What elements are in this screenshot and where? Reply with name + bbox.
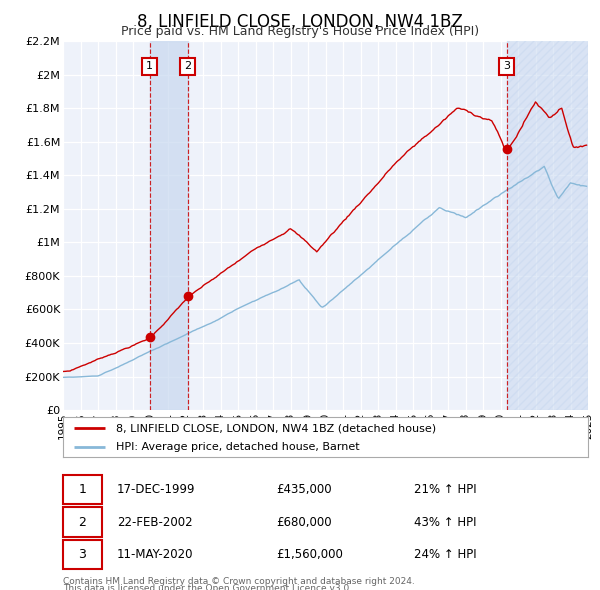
Text: 3: 3 xyxy=(79,548,86,561)
Text: 1: 1 xyxy=(146,61,154,71)
Text: 1: 1 xyxy=(79,483,86,496)
Text: This data is licensed under the Open Government Licence v3.0.: This data is licensed under the Open Gov… xyxy=(63,584,352,590)
Text: 2: 2 xyxy=(79,516,86,529)
Text: 8, LINFIELD CLOSE, LONDON, NW4 1BZ: 8, LINFIELD CLOSE, LONDON, NW4 1BZ xyxy=(137,13,463,31)
Text: Price paid vs. HM Land Registry's House Price Index (HPI): Price paid vs. HM Land Registry's House … xyxy=(121,25,479,38)
Text: 17-DEC-1999: 17-DEC-1999 xyxy=(117,483,196,496)
Text: 2: 2 xyxy=(184,61,191,71)
Text: £435,000: £435,000 xyxy=(276,483,332,496)
Text: 24% ↑ HPI: 24% ↑ HPI xyxy=(414,548,476,561)
Text: £1,560,000: £1,560,000 xyxy=(276,548,343,561)
Text: 22-FEB-2002: 22-FEB-2002 xyxy=(117,516,193,529)
Text: 43% ↑ HPI: 43% ↑ HPI xyxy=(414,516,476,529)
Text: 3: 3 xyxy=(503,61,510,71)
Text: £680,000: £680,000 xyxy=(276,516,332,529)
Text: 8, LINFIELD CLOSE, LONDON, NW4 1BZ (detached house): 8, LINFIELD CLOSE, LONDON, NW4 1BZ (deta… xyxy=(115,424,436,434)
Text: HPI: Average price, detached house, Barnet: HPI: Average price, detached house, Barn… xyxy=(115,442,359,452)
Bar xyxy=(507,41,588,410)
Text: Contains HM Land Registry data © Crown copyright and database right 2024.: Contains HM Land Registry data © Crown c… xyxy=(63,577,415,586)
Bar xyxy=(150,41,188,410)
Text: 21% ↑ HPI: 21% ↑ HPI xyxy=(414,483,476,496)
Text: 11-MAY-2020: 11-MAY-2020 xyxy=(117,548,193,561)
